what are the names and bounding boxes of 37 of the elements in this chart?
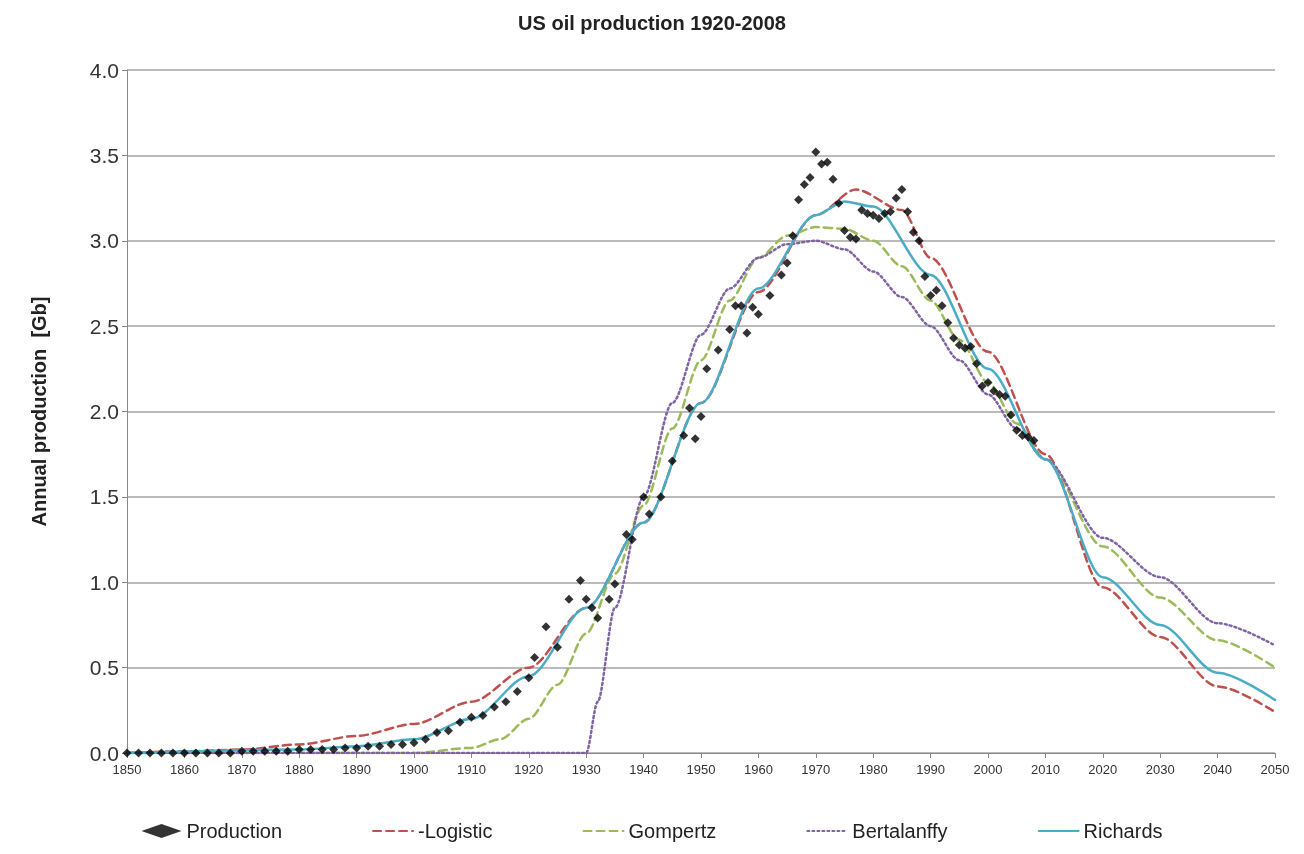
x-tick-label: 1940 xyxy=(629,762,659,777)
x-tick-label: 2030 xyxy=(1145,762,1175,777)
x-tick-label: 1950 xyxy=(686,762,716,777)
x-tick-label: 1900 xyxy=(399,762,429,777)
y-tick-label: 0.0 xyxy=(89,741,119,765)
y-tick-label: 1.5 xyxy=(89,485,119,509)
x-tick-label: 2050 xyxy=(1260,762,1290,777)
y-tick-label: 4.0 xyxy=(89,58,119,82)
x-tick-label: 1910 xyxy=(456,762,486,777)
y-tick-label: 1.0 xyxy=(89,570,119,594)
x-tick-label: 2040 xyxy=(1203,762,1233,777)
x-tick-label: 1870 xyxy=(227,762,257,777)
y-tick-label: 2.0 xyxy=(89,400,119,423)
legend-label: -Logistic xyxy=(418,820,493,842)
legend-label: Production xyxy=(186,820,283,842)
x-tick-label: 1980 xyxy=(858,762,888,777)
y-tick-label: 3.5 xyxy=(89,143,119,167)
x-tick-label: 1850 xyxy=(112,762,142,777)
x-tick-label: 2000 xyxy=(973,762,1003,777)
x-tick-label: 1860 xyxy=(169,762,199,777)
x-tick-label: 1970 xyxy=(801,762,831,777)
legend-label: Gompertz xyxy=(628,820,717,842)
chart-title: US oil production 1920-2008 xyxy=(518,12,786,34)
x-tick-label: 1990 xyxy=(916,762,946,777)
x-tick-label: 2010 xyxy=(1030,762,1060,777)
legend-label: Bertalanffy xyxy=(852,820,948,842)
x-tick-label: 1930 xyxy=(571,762,601,777)
x-tick-label: 2020 xyxy=(1088,762,1118,777)
y-tick-label: 2.5 xyxy=(89,314,119,338)
x-tick-label: 1880 xyxy=(284,762,314,777)
y-tick-label: 3.0 xyxy=(89,229,119,253)
y-axis-title: Annual production [Gb] xyxy=(28,296,50,527)
x-tick-label: 1890 xyxy=(342,762,372,777)
legend-label: Richards xyxy=(1083,820,1163,842)
x-tick-label: 1960 xyxy=(743,762,773,777)
y-tick-label: 0.5 xyxy=(89,656,119,680)
x-tick-label: 1920 xyxy=(514,762,544,777)
